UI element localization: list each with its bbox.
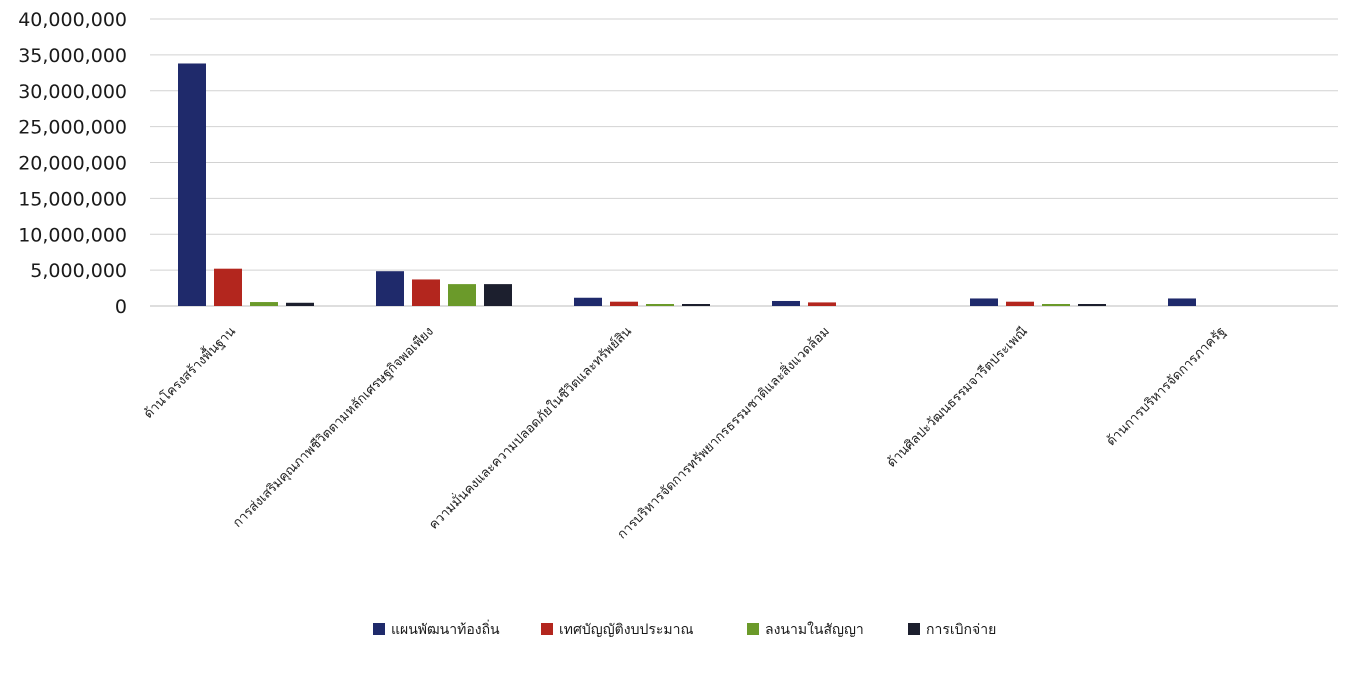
bar [1006, 301, 1034, 306]
x-tick-label: ด้านการบริหารจัดการภาครัฐ [1104, 324, 1229, 449]
bar [610, 301, 638, 306]
legend-label: แผนพัฒนาท้องถิ่น [391, 620, 500, 638]
legend: แผนพัฒนาท้องถิ่น เทศบัญญัติงบประมาณ ลงนามใ… [373, 620, 996, 638]
bar [772, 300, 800, 306]
bar [646, 304, 674, 306]
y-tick-label: 20,000,000 [18, 153, 127, 175]
bar [376, 271, 404, 306]
legend-swatch [908, 623, 920, 635]
legend-swatch [747, 623, 759, 635]
legend-item: ลงนามในสัญญา [747, 621, 864, 638]
bar [448, 284, 476, 306]
y-axis: 0 5,000,000 10,000,000 15,000,000 20,000,000… [18, 9, 127, 318]
y-tick-label: 25,000,000 [18, 117, 127, 139]
bar [808, 302, 836, 306]
y-tick-label: 10,000,000 [18, 224, 127, 246]
gridlines [150, 18, 1338, 307]
y-tick-label: 35,000,000 [18, 45, 127, 67]
bar [1042, 304, 1070, 306]
bar [484, 284, 512, 306]
x-tick-label: การบริหารจัดการทรัพยากรธรรมชาติและสิ่งแว… [613, 323, 833, 543]
legend-item: การเบิกจ่าย [908, 622, 996, 638]
legend-item: เทศบัญญัติงบประมาณ [541, 622, 693, 638]
bar [574, 297, 602, 306]
legend-label: ลงนามในสัญญา [765, 621, 864, 638]
y-tick-label: 15,000,000 [18, 188, 127, 210]
x-tick-label: ด้านศิลปะวัฒนธรรมจารีตประเพณี [884, 324, 1031, 471]
y-tick-label: 0 [115, 296, 127, 318]
bars [178, 63, 1196, 306]
bar [250, 302, 278, 306]
legend-label: เทศบัญญัติงบประมาณ [559, 622, 693, 638]
bar [412, 279, 440, 306]
bar [1168, 298, 1196, 306]
y-tick-label: 30,000,000 [18, 81, 127, 103]
bar [178, 63, 206, 306]
x-tick-label: ความมั่นคงและความปลอดภัยในชีวิตและทรัพย์… [425, 323, 635, 533]
x-axis: ด้านโครงสร้างพื้นฐานการส่งเสริมคุณภาพชีว… [139, 322, 1229, 542]
bar [682, 304, 710, 306]
legend-swatch [541, 623, 553, 635]
legend-item: แผนพัฒนาท้องถิ่น [373, 620, 500, 638]
y-tick-label: 5,000,000 [30, 260, 127, 282]
x-tick-label: ด้านโครงสร้างพื้นฐาน [139, 322, 239, 422]
legend-swatch [373, 623, 385, 635]
y-tick-label: 40,000,000 [18, 9, 127, 31]
bar [970, 298, 998, 306]
bar [286, 302, 314, 306]
x-tick-label: การส่งเสริมคุณภาพชีวิตตามหลักเศรษฐกิจพอเ… [230, 324, 437, 531]
bar [1078, 304, 1106, 306]
bar [214, 268, 242, 306]
legend-label: การเบิกจ่าย [926, 622, 996, 638]
